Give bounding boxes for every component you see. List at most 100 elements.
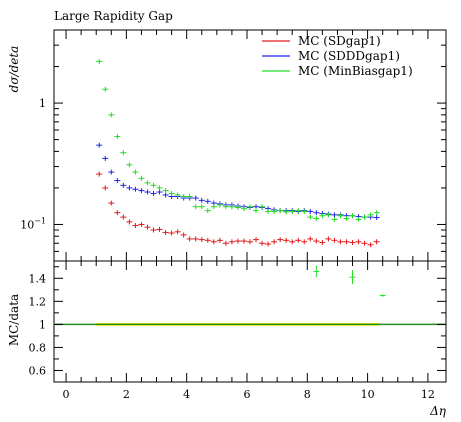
legend: MC (SDgap1)MC (SDDDgap1)MC (MinBiasgap1): [262, 34, 413, 78]
data-point: [234, 238, 241, 244]
x-tick-label: 6: [243, 388, 250, 401]
data-point: [96, 142, 103, 148]
data-point: [186, 236, 193, 242]
data-point: [192, 195, 199, 201]
data-point: [156, 226, 163, 232]
legend-label: MC (SDDDgap1): [298, 49, 400, 63]
data-point: [168, 190, 175, 196]
data-point: [180, 232, 187, 238]
data-point: [361, 240, 368, 246]
data-point: [307, 236, 314, 242]
data-point: [102, 86, 109, 92]
data-point: [319, 213, 326, 219]
main-y-tick-label: 1: [39, 97, 46, 110]
data-point: [355, 239, 362, 245]
data-point: [174, 192, 181, 198]
data-point: [198, 204, 205, 210]
data-point: [271, 208, 278, 214]
data-point: [283, 237, 290, 243]
data-point: [126, 185, 133, 191]
data-point: [313, 238, 320, 244]
data-point: [319, 240, 326, 246]
data-point: [240, 238, 247, 244]
x-tick-label: 12: [421, 388, 435, 401]
data-point: [313, 215, 320, 221]
ratio-data-markers: [313, 265, 386, 297]
data-point: [325, 212, 332, 218]
data-point: [337, 239, 344, 245]
data-point: [246, 204, 254, 210]
data-point: [114, 178, 121, 184]
data-point: [349, 240, 356, 246]
data-point: [307, 214, 314, 220]
data-point: [210, 204, 217, 210]
x-tick-label: 8: [304, 388, 311, 401]
data-point: [120, 150, 127, 156]
data-point: [253, 237, 260, 243]
data-point: [150, 227, 157, 233]
data-point: [198, 237, 205, 243]
data-point: [343, 239, 350, 245]
data-point: [204, 237, 211, 243]
data-point: [108, 200, 115, 206]
ratio-point: [379, 294, 386, 297]
x-tick-label: 0: [63, 388, 70, 401]
data-point: [246, 239, 254, 245]
ratio-y-axis-label: MC/data: [7, 294, 21, 346]
ratio-y-tick-label: 0.6: [29, 364, 47, 377]
data-point: [204, 198, 211, 204]
data-point: [265, 241, 272, 247]
data-point: [144, 189, 151, 195]
data-point: [349, 213, 356, 219]
data-point: [162, 188, 169, 194]
data-point: [204, 208, 211, 214]
ratio-y-tick-label: 1: [39, 318, 46, 331]
data-point: [289, 239, 296, 245]
data-point: [96, 59, 103, 65]
main-panel: 1 10−1 MC (SDgap1)MC (SDDDgap1)MC (MinBia…: [20, 29, 447, 262]
data-point: [126, 219, 133, 225]
data-point: [325, 236, 332, 242]
data-point: [102, 155, 109, 161]
data-point: [144, 180, 151, 186]
data-point: [138, 188, 145, 194]
data-point: [271, 239, 278, 245]
data-point: [277, 237, 284, 243]
data-point: [295, 208, 302, 214]
data-point: [138, 175, 145, 181]
data-point: [222, 204, 229, 210]
data-point: [102, 185, 109, 191]
x-tick-label: 4: [183, 388, 190, 401]
x-axis: 0 2 4 6 8 10 12: [63, 261, 435, 401]
data-point: [331, 237, 338, 243]
data-point: [343, 215, 350, 221]
data-point: [126, 162, 133, 168]
ratio-y-tick-label: 1.4: [29, 272, 47, 285]
data-point: [313, 210, 320, 216]
data-point: [234, 204, 241, 210]
data-point: [180, 193, 187, 199]
data-point: [265, 208, 272, 214]
data-point: [301, 208, 308, 214]
data-point: [259, 204, 266, 210]
data-point: [114, 210, 121, 216]
data-point: [132, 186, 139, 192]
data-point: [120, 214, 127, 220]
ratio-reference-band: [54, 322, 446, 326]
data-point: [331, 216, 338, 222]
data-point: [138, 221, 145, 227]
data-point: [355, 216, 362, 222]
data-point: [295, 237, 302, 243]
ratio-y-tick-label: 0.8: [29, 341, 47, 354]
data-point: [144, 224, 151, 230]
data-point: [373, 239, 380, 245]
data-point: [307, 208, 314, 214]
x-tick-label: 10: [361, 388, 375, 401]
data-point: [240, 206, 247, 212]
data-point: [150, 182, 157, 188]
data-point: [174, 229, 181, 235]
legend-entry: MC (MinBiasgap1): [262, 64, 413, 78]
ratio-plot-frame: [53, 260, 447, 383]
data-point: [367, 212, 374, 218]
legend-entry: MC (SDDDgap1): [262, 49, 400, 63]
